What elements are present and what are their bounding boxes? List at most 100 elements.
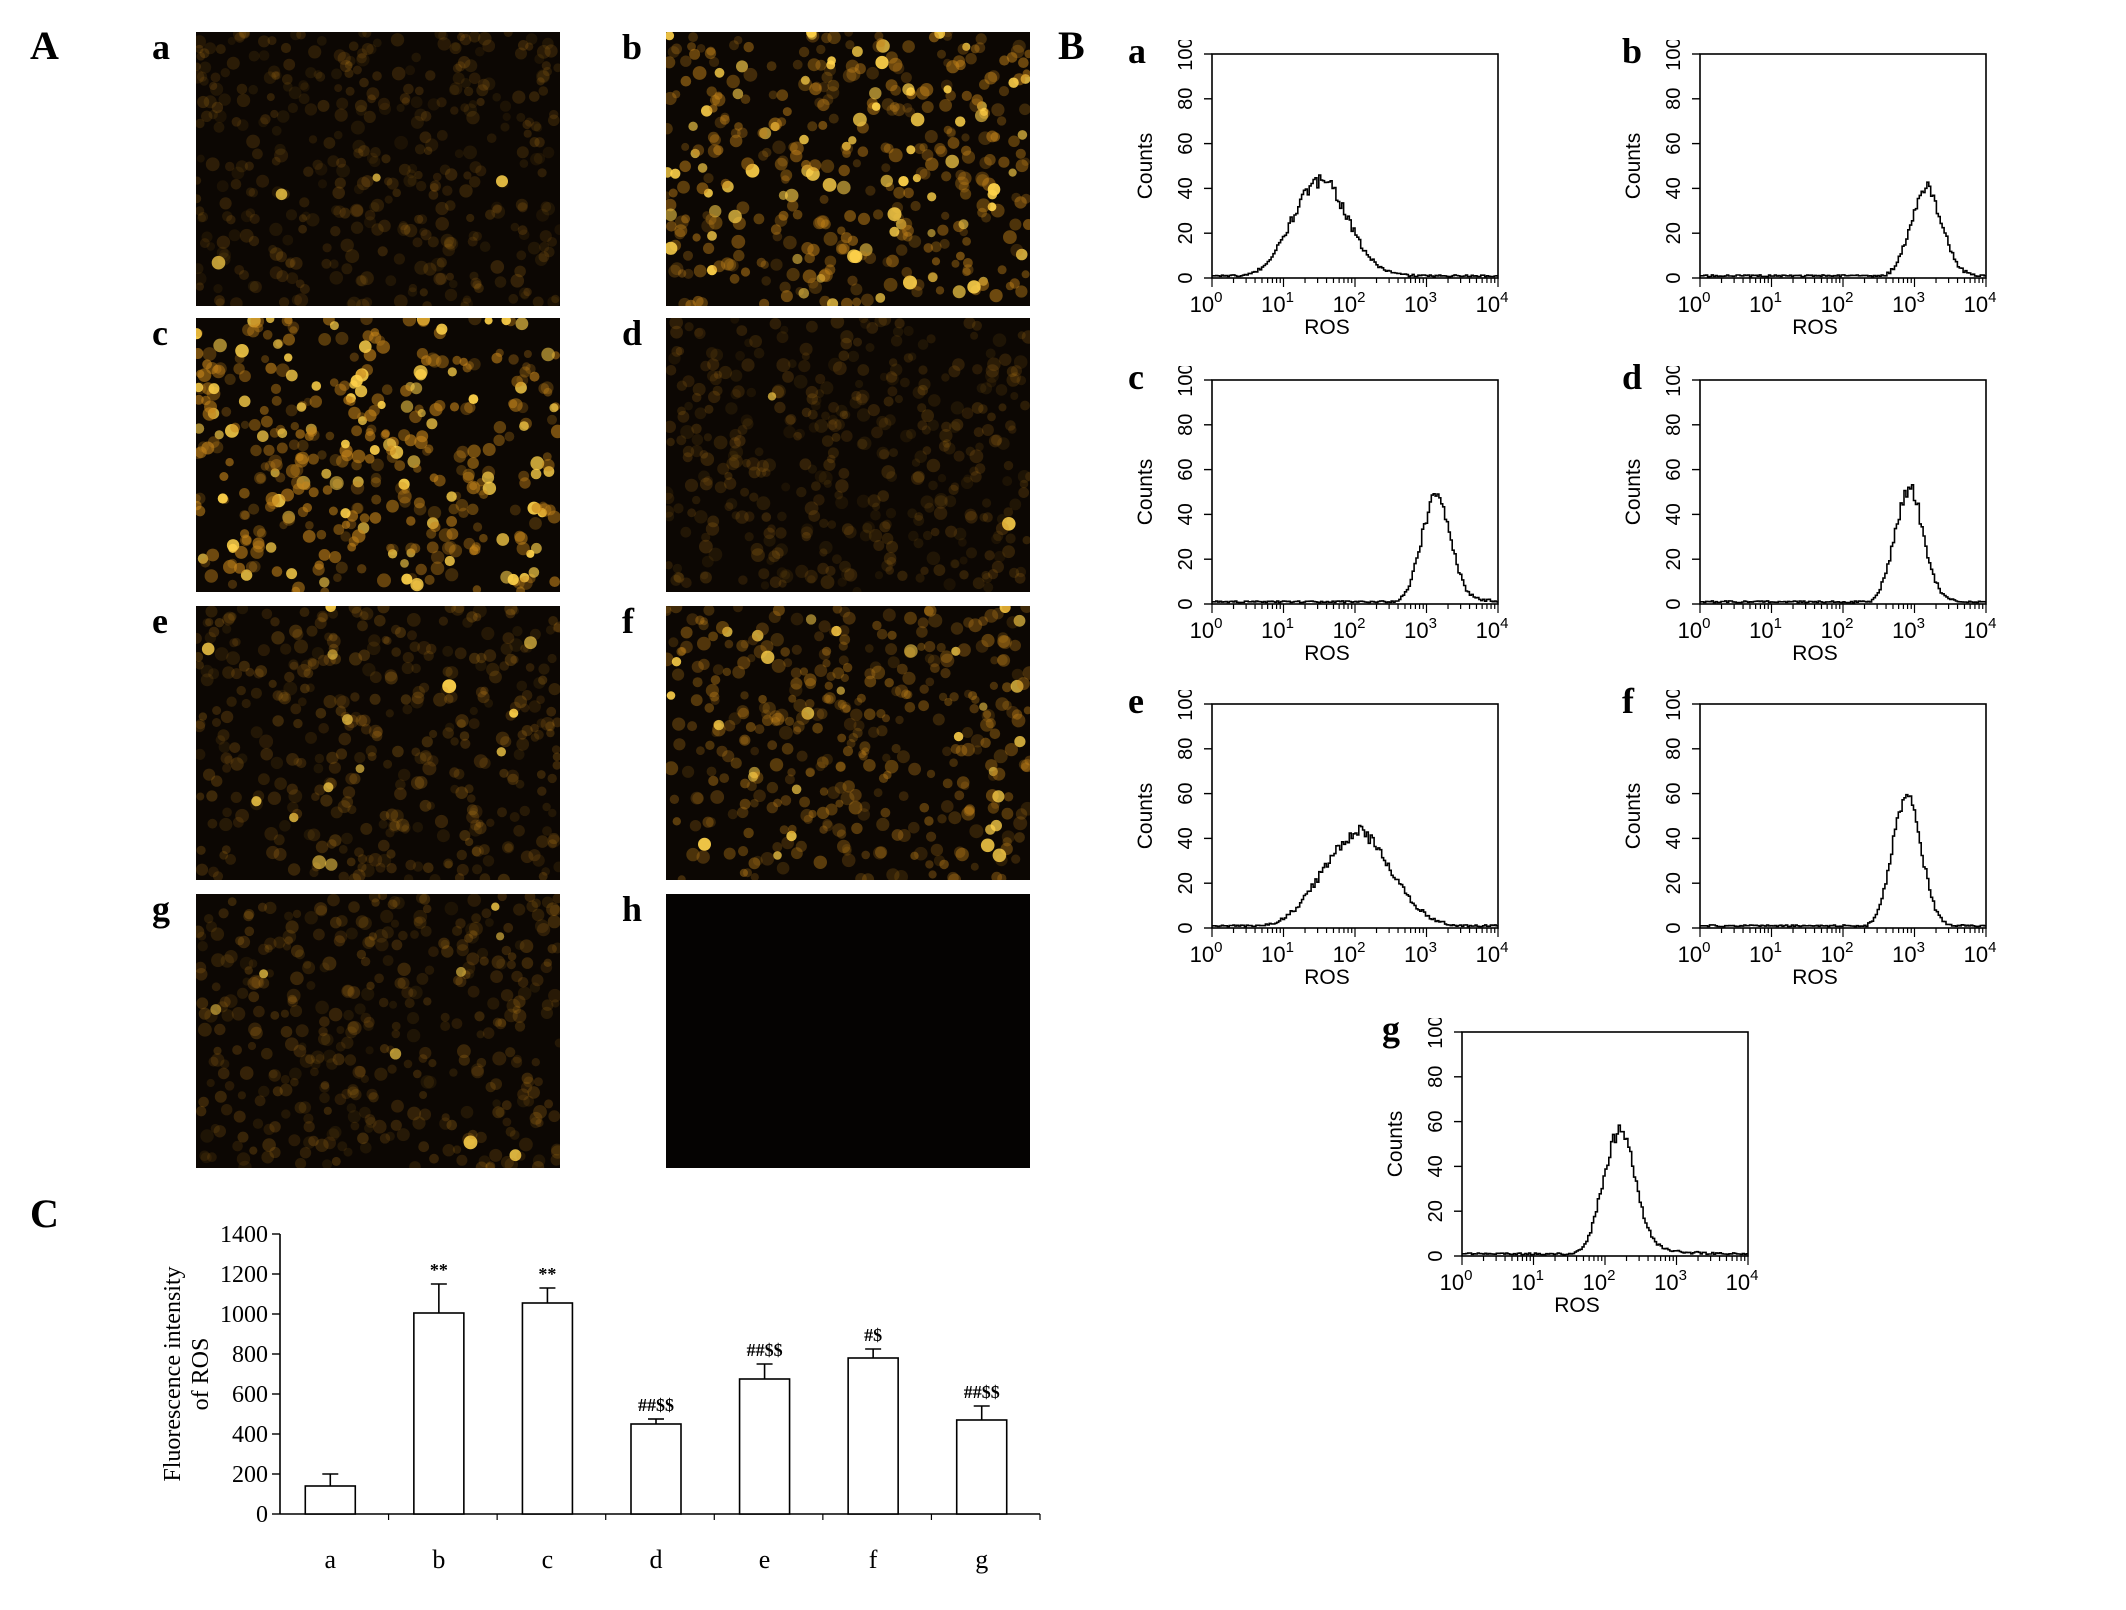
cell-dot: [773, 798, 782, 808]
cell-dot: [300, 683, 310, 694]
cell-dot: [972, 364, 983, 375]
cell-dot: [805, 614, 817, 625]
cell-dot: [739, 868, 748, 877]
plot-frame: [1699, 379, 1987, 605]
cell-dot: [329, 321, 339, 331]
cell-dot: [356, 53, 370, 67]
cell-dot: [896, 750, 910, 764]
cell-dot: [249, 280, 262, 294]
cell-dot: [295, 1024, 309, 1038]
cell-dot: [320, 587, 330, 592]
cell-dot: [444, 901, 459, 916]
cell-dot: [961, 133, 970, 142]
cell-dot: [915, 167, 928, 179]
cell-dot: [434, 32, 447, 40]
cell-dot: [366, 43, 377, 55]
cell-dot: [975, 171, 990, 186]
y-tick-label: 60: [1663, 458, 1685, 480]
cell-dot: [458, 1054, 470, 1066]
cell-dot: [880, 142, 891, 153]
cell-dot: [1020, 400, 1030, 411]
cell-dot: [823, 231, 838, 246]
cell-dot: [954, 790, 965, 801]
cell-dot: [842, 846, 852, 856]
cell-dot: [941, 211, 950, 220]
cell-dot: [532, 1154, 546, 1167]
bar: [738, 1378, 791, 1515]
cell-dot: [747, 654, 756, 663]
cell-dot: [276, 689, 289, 702]
cell-dot: [832, 606, 843, 614]
cell-dot: [356, 298, 370, 306]
cell-dot: [313, 763, 324, 774]
cell-dot: [482, 481, 497, 495]
cell-dot: [481, 471, 495, 484]
cell-dot: [700, 452, 715, 466]
cell-dot: [712, 93, 726, 107]
cell-dot: [795, 840, 807, 852]
cell-dot: [912, 174, 921, 183]
cell-dot: [403, 874, 414, 880]
cell-dot: [858, 318, 869, 324]
cell-dot: [368, 724, 383, 739]
cell-dot: [707, 131, 720, 143]
cell-dot: [714, 67, 725, 78]
cell-dot: [428, 190, 439, 200]
cell-dot: [884, 678, 894, 688]
cell-dot: [487, 997, 500, 1010]
cell-dot: [307, 658, 319, 670]
cell-dot: [727, 450, 739, 462]
cell-dot: [401, 573, 413, 585]
cell-dot: [526, 900, 538, 913]
cell-dot: [801, 407, 812, 418]
cell-dot: [469, 706, 478, 716]
cell-dot: [339, 380, 350, 392]
x-tick-label: 102: [1333, 939, 1366, 967]
cell-dot: [728, 209, 742, 224]
cell-dot: [837, 226, 846, 235]
cell-dot: [292, 483, 305, 495]
cell-dot: [269, 266, 283, 280]
cell-dot: [437, 37, 451, 51]
cell-dot: [469, 271, 479, 281]
cell-dot: [222, 763, 232, 773]
x-tick-label: 100: [1440, 1267, 1473, 1295]
cell-dot: [892, 326, 904, 337]
cell-dot: [1008, 77, 1019, 88]
cell-dot: [768, 610, 781, 623]
cell-dot: [355, 105, 367, 116]
cell-dot: [722, 180, 734, 193]
cell-dot: [856, 494, 870, 508]
cell-dot: [672, 817, 681, 826]
cell-dot: [667, 46, 680, 58]
cell-dot: [759, 127, 772, 140]
y-tick-label: 80: [1175, 738, 1197, 760]
cell-dot: [937, 49, 946, 59]
cell-dot: [375, 862, 386, 873]
cell-dot: [196, 652, 204, 662]
cell-dot: [196, 263, 204, 275]
cell-dot: [358, 714, 371, 727]
cell-dot: [838, 243, 850, 255]
cell-dot: [504, 1008, 518, 1023]
cell-dot: [288, 659, 299, 670]
cell-dot: [357, 854, 368, 864]
cell-dot: [682, 765, 695, 778]
histogram-series: [1212, 824, 1498, 928]
cell-dot: [950, 744, 961, 754]
cell-dot: [705, 817, 716, 828]
cell-dot: [423, 262, 437, 276]
cell-dot: [407, 163, 418, 174]
cell-dot: [672, 90, 681, 99]
cell-dot: [420, 925, 432, 937]
cell-dot: [861, 873, 875, 880]
cell-dot: [282, 510, 296, 524]
cell-dot: [1014, 196, 1027, 209]
cell-dot: [232, 637, 241, 647]
x-tick-label: e: [759, 1545, 771, 1574]
cell-dot: [895, 715, 904, 725]
cell-dot: [403, 174, 417, 188]
cell-dot: [713, 260, 726, 273]
cell-dot: [700, 360, 711, 372]
cell-dot: [677, 875, 686, 880]
